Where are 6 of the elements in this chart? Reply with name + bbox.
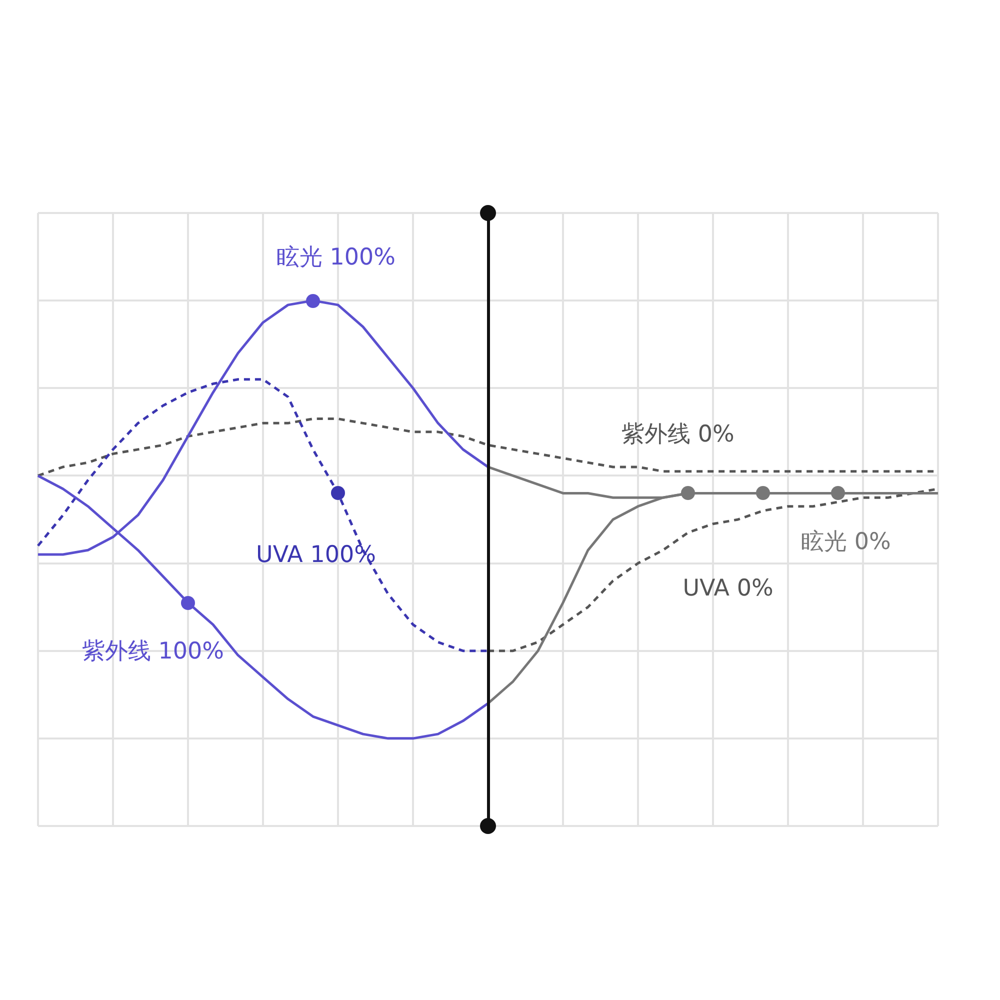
series-label: 紫外线 0% <box>622 421 734 448</box>
series-label: UVA 0% <box>682 575 774 602</box>
series-label: 紫外线 100% <box>82 638 224 665</box>
series-label: 眩光 0% <box>801 529 891 556</box>
series-label: UVA 100% <box>256 542 376 568</box>
series-label: 眩光 100% <box>276 244 396 271</box>
